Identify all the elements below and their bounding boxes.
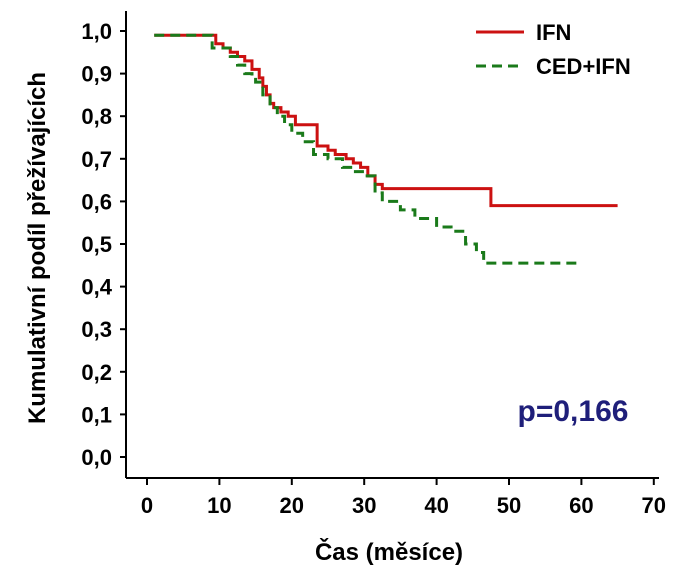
legend-label: CED+IFN bbox=[536, 54, 631, 79]
x-axis-title: Čas (měsíce) bbox=[315, 538, 463, 566]
y-tick-label: 0,1 bbox=[81, 402, 112, 427]
series-lines bbox=[154, 33, 618, 265]
x-tick-label: 30 bbox=[352, 493, 376, 518]
axes bbox=[120, 11, 659, 485]
p-value-annotation: p=0,166 bbox=[518, 395, 629, 428]
tick-labels: 0,0 0,1 0,2 0,3 0,4 0,5 0,6 0,7 0,8 0,9 1,0 0 10 20 30… bbox=[81, 19, 666, 518]
y-tick-label: 0,7 bbox=[81, 147, 112, 172]
y-tick-label: 0,6 bbox=[81, 189, 112, 214]
y-tick-label: 0,4 bbox=[81, 275, 112, 300]
x-tick-label: 0 bbox=[141, 493, 153, 518]
y-tick-label: 0,8 bbox=[81, 104, 112, 129]
x-tick-label: 20 bbox=[280, 493, 304, 518]
y-tick-label: 0,9 bbox=[81, 62, 112, 87]
y-tick-label: 1,0 bbox=[81, 19, 112, 44]
legend-label: IFN bbox=[536, 20, 571, 45]
x-tick-label: 10 bbox=[207, 493, 231, 518]
series-line-ced-ifn bbox=[154, 33, 582, 265]
y-tick-label: 0,2 bbox=[81, 360, 112, 385]
x-tick-label: 40 bbox=[424, 493, 448, 518]
legend: IFN CED+IFN bbox=[476, 20, 631, 79]
y-tick-label: 0,5 bbox=[81, 232, 112, 257]
y-tick-label: 0,3 bbox=[81, 317, 112, 342]
x-tick-label: 70 bbox=[642, 493, 666, 518]
x-tick-label: 50 bbox=[497, 493, 521, 518]
y-tick-label: 0,0 bbox=[81, 445, 112, 470]
x-tick-label: 60 bbox=[569, 493, 593, 518]
y-axis-title: Kumulativní podíl přežívajících bbox=[24, 72, 51, 424]
series-line-ifn bbox=[154, 33, 618, 208]
